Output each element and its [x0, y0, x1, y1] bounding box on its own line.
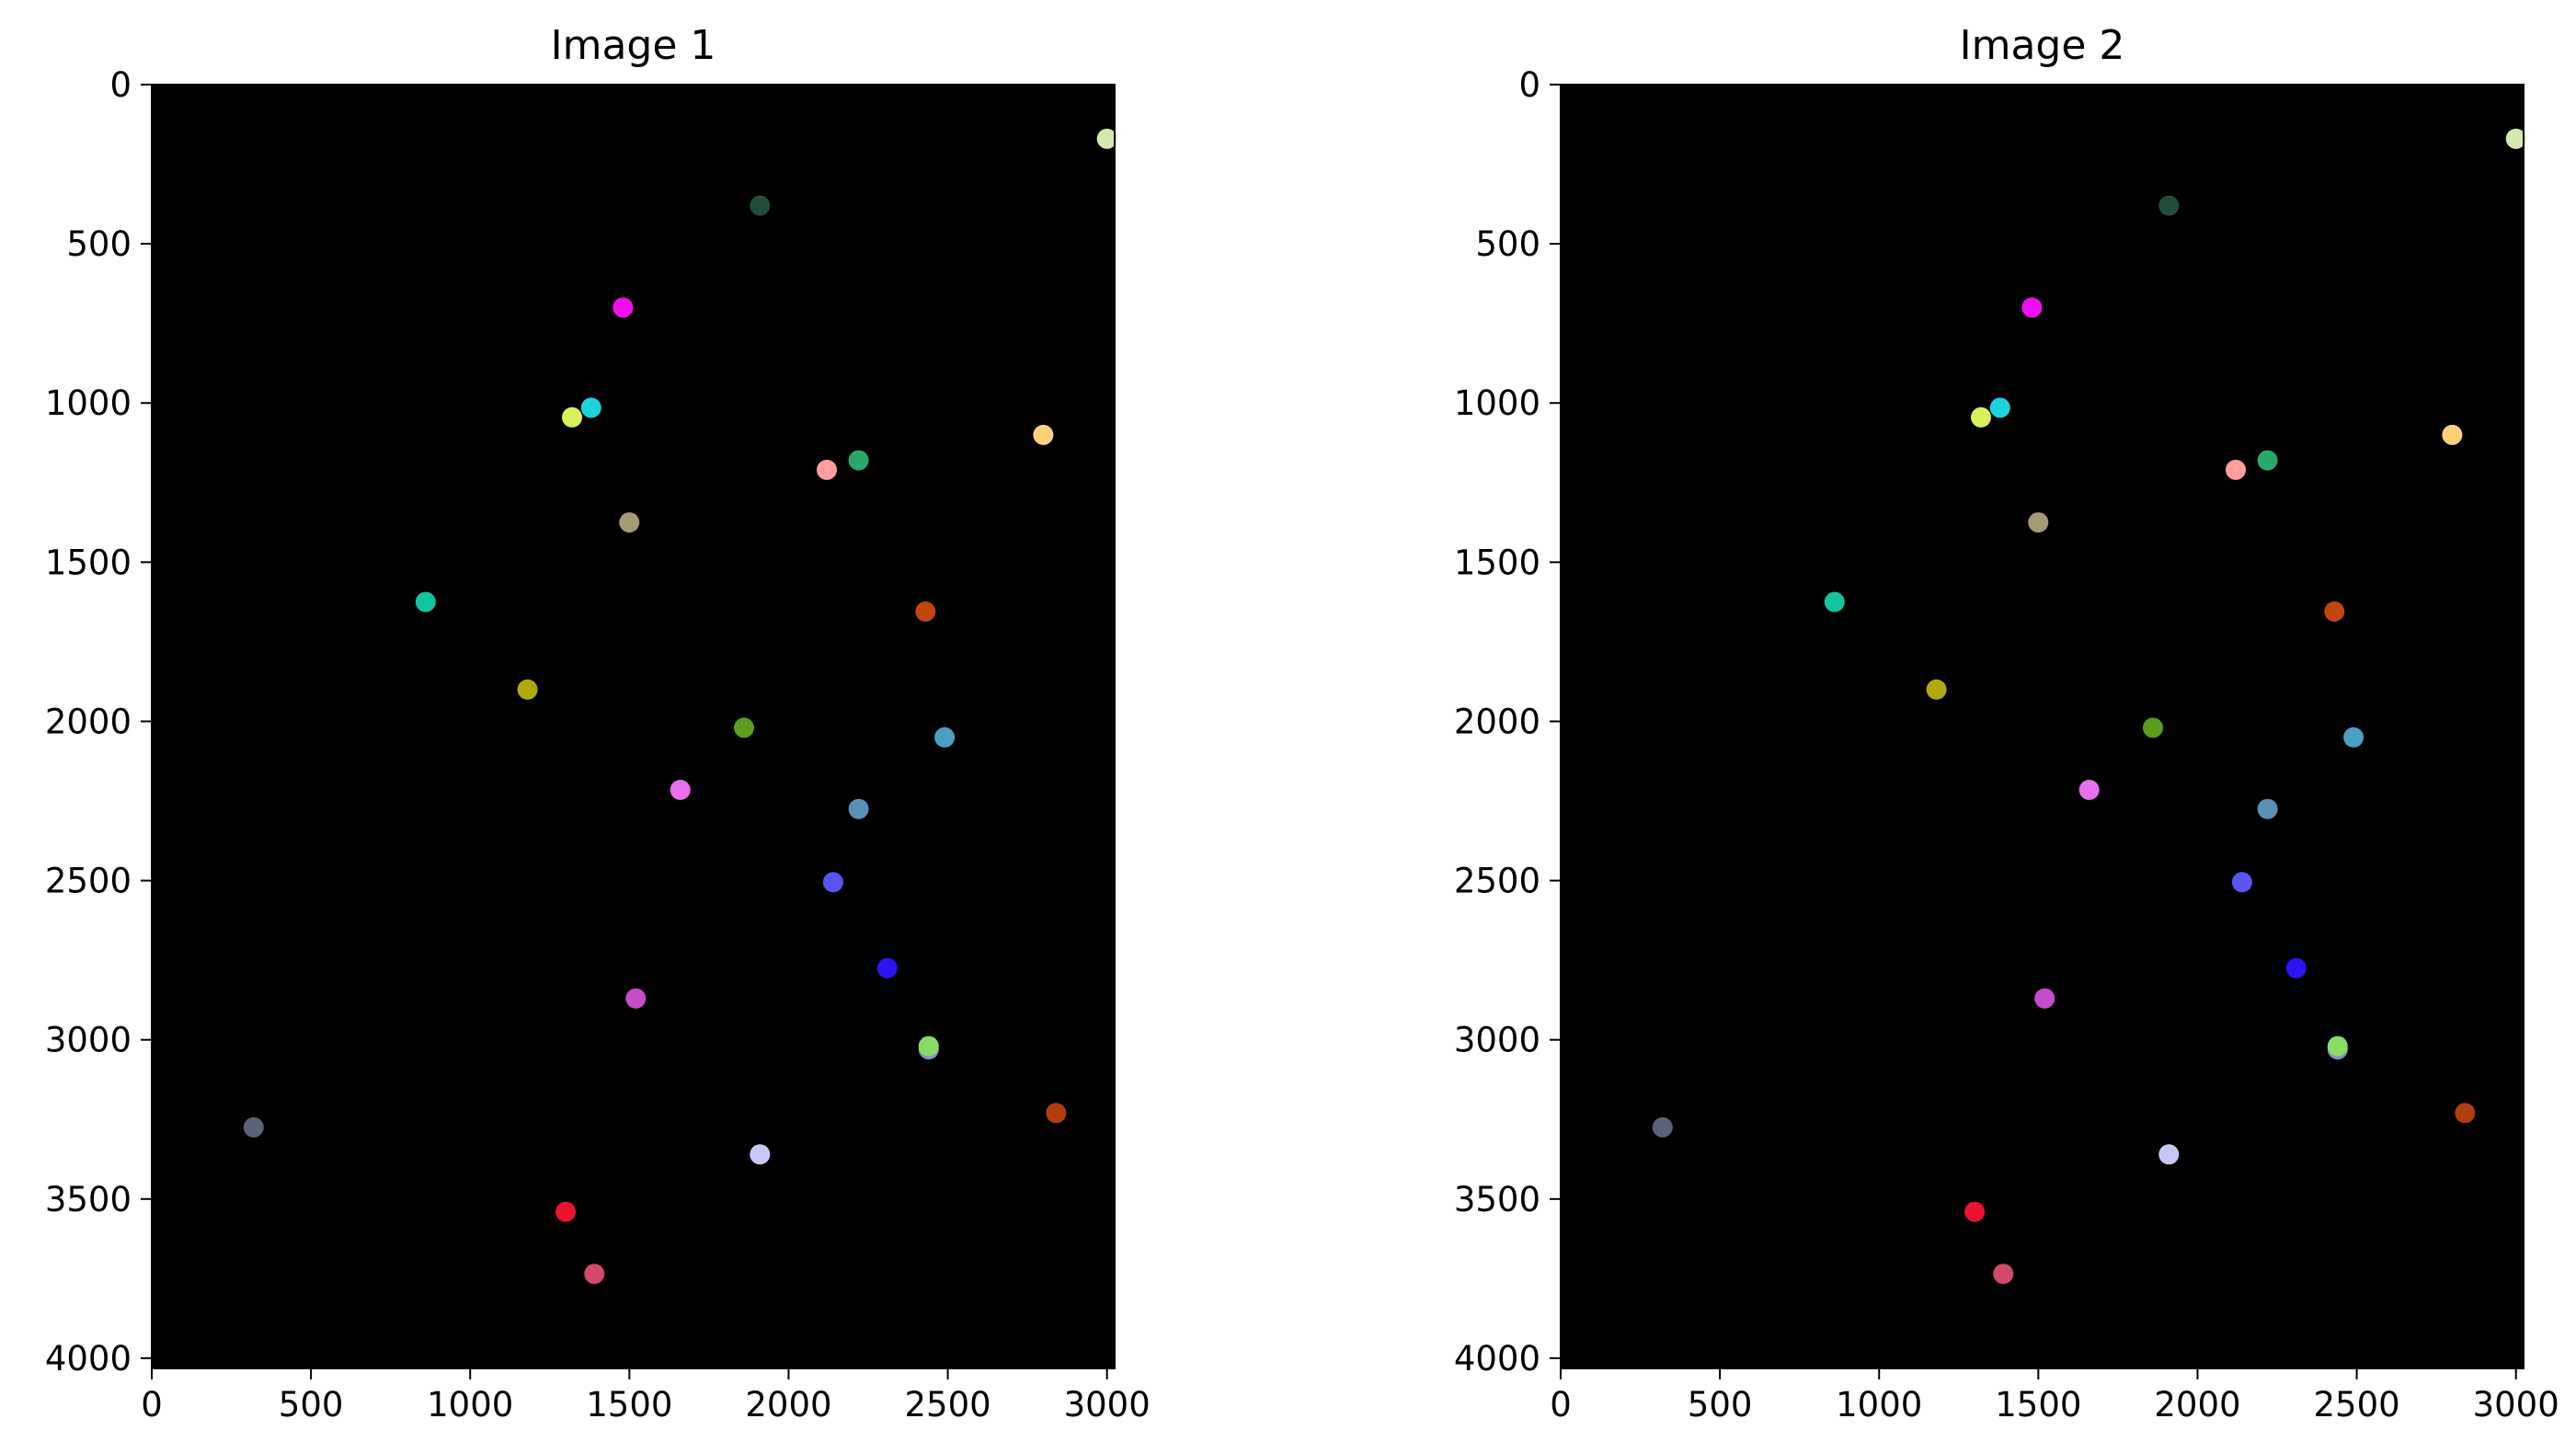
data-point	[1046, 1103, 1067, 1124]
data-point	[2442, 424, 2463, 445]
data-point	[2158, 195, 2180, 216]
data-point	[2327, 1035, 2348, 1057]
y-tick-label: 3500	[45, 1180, 132, 1219]
data-point	[1926, 679, 1947, 700]
plot-area	[1561, 85, 2524, 1368]
chart-panel-image-1: Image 1 0 500 1000 1500 2000 2500 3000 0 500 1000 1…	[45, 22, 1151, 1424]
y-tick-label: 4000	[1454, 1339, 1540, 1379]
data-point	[817, 459, 837, 480]
chart-panel-image-2: Image 2 0 500 1000 1500 2000 2500 3000 0 500 1000 1…	[1454, 22, 2559, 1424]
data-point	[1971, 406, 1991, 428]
x-tick-label: 0	[1550, 1385, 1572, 1424]
data-point	[848, 798, 869, 819]
data-point	[619, 512, 640, 533]
data-point	[2324, 601, 2345, 622]
chart-title: Image 2	[1960, 22, 2125, 69]
x-tick-label: 2000	[2154, 1385, 2240, 1424]
data-point	[2078, 779, 2100, 800]
data-point	[2285, 957, 2307, 978]
data-point	[517, 679, 538, 700]
data-point	[2226, 459, 2246, 480]
y-tick-label: 1000	[45, 383, 132, 423]
x-tick-label: 1500	[1995, 1385, 2081, 1424]
data-point	[2257, 450, 2278, 471]
data-point	[555, 1201, 577, 1222]
data-point	[2028, 512, 2049, 533]
data-point	[2158, 1144, 2180, 1165]
data-point	[822, 872, 843, 893]
y-tick-label: 2000	[1454, 702, 1540, 741]
axes-frame	[151, 84, 1116, 1369]
data-point	[750, 195, 771, 216]
y-tick-label: 2000	[45, 702, 132, 741]
data-point	[580, 397, 601, 418]
data-point	[918, 1035, 939, 1057]
data-point	[2231, 872, 2252, 893]
y-tick-label: 3000	[1454, 1021, 1540, 1060]
data-point	[2505, 128, 2526, 149]
data-point	[1964, 1201, 1986, 1222]
y-tick-label: 1000	[1454, 383, 1540, 423]
data-point	[915, 601, 936, 622]
data-point	[876, 957, 898, 978]
data-point	[2021, 297, 2043, 318]
data-point	[750, 1144, 771, 1165]
data-point	[1096, 128, 1117, 149]
x-tick-label: 1500	[586, 1385, 672, 1424]
data-point	[2343, 726, 2364, 748]
data-point	[1993, 1264, 2014, 1285]
y-tick-label: 4000	[45, 1339, 132, 1379]
x-tick-label: 3000	[1064, 1385, 1151, 1424]
data-point	[670, 779, 691, 800]
x-tick-label: 500	[279, 1385, 344, 1424]
data-point	[848, 450, 869, 471]
chart-title: Image 1	[551, 22, 716, 69]
x-tick-label: 500	[1688, 1385, 1753, 1424]
data-point	[1033, 424, 1054, 445]
x-tick-label: 3000	[2473, 1385, 2559, 1424]
plot-area	[152, 85, 1115, 1368]
y-tick-label: 500	[66, 224, 132, 264]
data-point	[625, 988, 647, 1009]
data-point	[415, 591, 436, 612]
y-tick-label: 2500	[1454, 862, 1540, 901]
data-point	[2143, 717, 2163, 738]
x-tick-label: 2000	[745, 1385, 831, 1424]
x-tick-label: 2500	[904, 1385, 990, 1424]
axes-frame	[1560, 84, 2524, 1369]
y-tick-label: 3000	[45, 1021, 132, 1060]
y-tick-label: 2500	[45, 862, 132, 901]
data-point	[1824, 591, 1845, 612]
data-point	[1652, 1116, 1673, 1138]
y-tick-label: 500	[1475, 224, 1540, 264]
y-tick-label: 0	[1518, 65, 1540, 105]
data-point	[1989, 397, 2010, 418]
data-point	[2257, 798, 2278, 819]
y-tick-label: 3500	[1454, 1180, 1540, 1219]
data-point	[934, 726, 956, 748]
data-point	[584, 1264, 605, 1285]
data-point	[562, 406, 582, 428]
y-tick-label: 1500	[45, 543, 132, 582]
x-tick-label: 1000	[427, 1385, 513, 1424]
data-point	[2455, 1103, 2476, 1124]
x-tick-label: 1000	[1836, 1385, 1922, 1424]
y-tick-label: 1500	[1454, 543, 1540, 582]
data-point	[2034, 988, 2055, 1009]
data-point	[734, 717, 754, 738]
y-tick-label: 0	[109, 65, 132, 105]
x-tick-label: 2500	[2313, 1385, 2399, 1424]
data-point	[243, 1116, 264, 1138]
x-tick-label: 0	[141, 1385, 163, 1424]
data-point	[613, 297, 634, 318]
